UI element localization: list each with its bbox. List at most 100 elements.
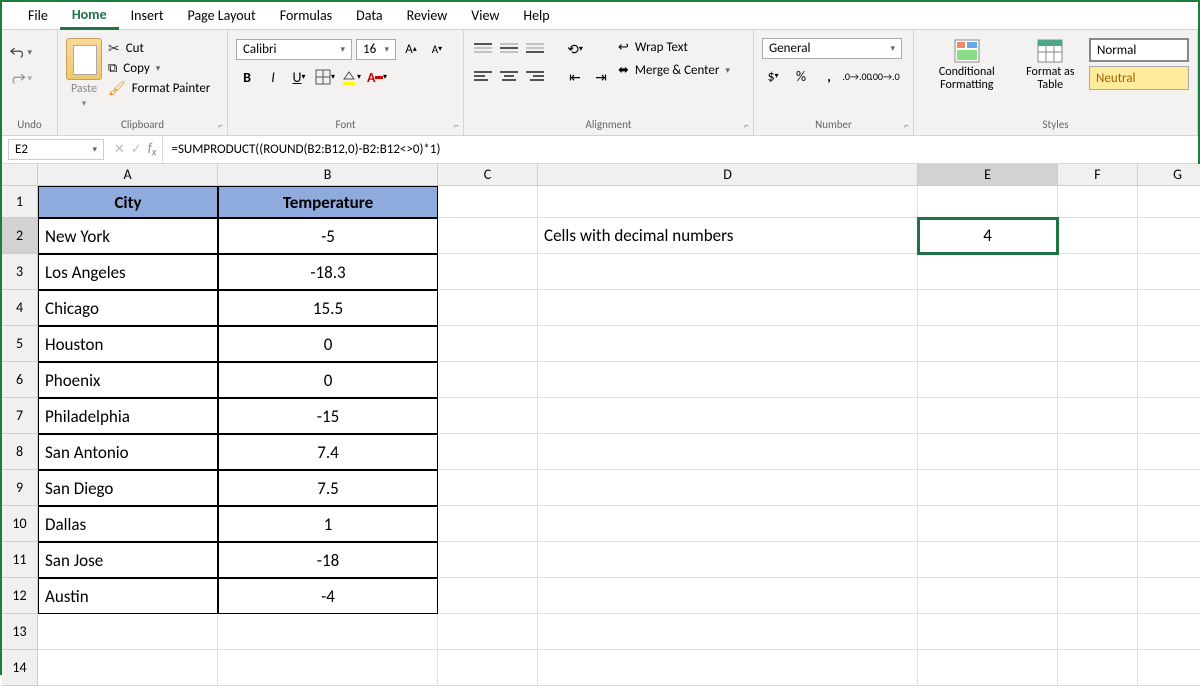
cell-A1[interactable]: City bbox=[38, 186, 218, 218]
borders-button[interactable]: ▾ bbox=[314, 66, 336, 88]
cell-E11[interactable] bbox=[918, 542, 1058, 578]
cell-F5[interactable] bbox=[1058, 326, 1138, 362]
cell-G10[interactable] bbox=[1138, 506, 1200, 542]
cell-D3[interactable] bbox=[538, 254, 918, 290]
menu-page-layout[interactable]: Page Layout bbox=[176, 3, 268, 28]
cell-C5[interactable] bbox=[438, 326, 538, 362]
cell-A9[interactable]: San Diego bbox=[38, 470, 218, 506]
cell-B3[interactable]: -18.3 bbox=[218, 254, 438, 290]
cell-E7[interactable] bbox=[918, 398, 1058, 434]
cell-D6[interactable] bbox=[538, 362, 918, 398]
merge-center-button[interactable]: ⬌Merge & Center▾ bbox=[618, 63, 730, 78]
cell-A4[interactable]: Chicago bbox=[38, 290, 218, 326]
cell-A7[interactable]: Philadelphia bbox=[38, 398, 218, 434]
cell-B2[interactable]: -5 bbox=[218, 218, 438, 254]
cell-A5[interactable]: Houston bbox=[38, 326, 218, 362]
cell-G3[interactable] bbox=[1138, 254, 1200, 290]
row-header-3[interactable]: 3 bbox=[2, 254, 38, 290]
format-as-table-button[interactable]: Format as Table bbox=[1020, 38, 1081, 92]
cell-B12[interactable]: -4 bbox=[218, 578, 438, 614]
menu-review[interactable]: Review bbox=[395, 3, 460, 28]
cell-F2[interactable] bbox=[1058, 218, 1138, 254]
cell-D1[interactable] bbox=[538, 186, 918, 218]
cell-A3[interactable]: Los Angeles bbox=[38, 254, 218, 290]
align-bottom-button[interactable] bbox=[524, 38, 546, 58]
cell-F1[interactable] bbox=[1058, 186, 1138, 218]
increase-font-icon[interactable]: A▴ bbox=[400, 38, 422, 60]
row-header-12[interactable]: 12 bbox=[2, 578, 38, 614]
currency-button[interactable]: $▾ bbox=[762, 65, 784, 87]
cancel-formula-icon[interactable]: ✕ bbox=[114, 142, 125, 157]
formula-input[interactable]: =SUMPRODUCT((ROUND(B2:B12,0)-B2:B12<>0)*… bbox=[163, 140, 1198, 159]
cell-D2[interactable]: Cells with decimal numbers bbox=[538, 218, 918, 254]
cell-D11[interactable] bbox=[538, 542, 918, 578]
cell-E8[interactable] bbox=[918, 434, 1058, 470]
cell-E12[interactable] bbox=[918, 578, 1058, 614]
redo-button[interactable]: ▾ bbox=[10, 68, 32, 88]
font-color-button[interactable]: A▾ bbox=[366, 66, 388, 88]
clipboard-dialog-launcher[interactable]: ⌐ bbox=[218, 119, 223, 132]
cell-C2[interactable] bbox=[438, 218, 538, 254]
row-header-7[interactable]: 7 bbox=[2, 398, 38, 434]
decrease-font-icon[interactable]: A▾ bbox=[426, 38, 448, 60]
cell-style-neutral[interactable]: Neutral bbox=[1089, 66, 1189, 90]
cell-G9[interactable] bbox=[1138, 470, 1200, 506]
copy-button[interactable]: ⧉Copy▾ bbox=[108, 61, 210, 76]
cell-C8[interactable] bbox=[438, 434, 538, 470]
align-top-button[interactable] bbox=[472, 38, 494, 58]
number-format-combo[interactable]: General▾ bbox=[762, 38, 902, 59]
cell-E1[interactable] bbox=[918, 186, 1058, 218]
number-dialog-launcher[interactable]: ⌐ bbox=[904, 119, 909, 132]
cell-B4[interactable]: 15.5 bbox=[218, 290, 438, 326]
font-dialog-launcher[interactable]: ⌐ bbox=[454, 119, 459, 132]
cell-F8[interactable] bbox=[1058, 434, 1138, 470]
cell-B8[interactable]: 7.4 bbox=[218, 434, 438, 470]
col-header-C[interactable]: C bbox=[438, 164, 538, 186]
cell-F3[interactable] bbox=[1058, 254, 1138, 290]
cell-C4[interactable] bbox=[438, 290, 538, 326]
menu-insert[interactable]: Insert bbox=[119, 3, 176, 28]
row-header-11[interactable]: 11 bbox=[2, 542, 38, 578]
cell-E9[interactable] bbox=[918, 470, 1058, 506]
cell-B9[interactable]: 7.5 bbox=[218, 470, 438, 506]
menu-data[interactable]: Data bbox=[344, 3, 394, 28]
cut-button[interactable]: ✂Cut bbox=[108, 40, 210, 57]
cell-G4[interactable] bbox=[1138, 290, 1200, 326]
cell-F4[interactable] bbox=[1058, 290, 1138, 326]
cell-G12[interactable] bbox=[1138, 578, 1200, 614]
col-header-G[interactable]: G bbox=[1138, 164, 1200, 186]
cell-E2[interactable]: 4 bbox=[918, 218, 1058, 254]
col-header-E[interactable]: E bbox=[918, 164, 1058, 186]
cell-G8[interactable] bbox=[1138, 434, 1200, 470]
format-painter-button[interactable]: 🖌Format Painter bbox=[108, 80, 210, 97]
cell-F9[interactable] bbox=[1058, 470, 1138, 506]
cell-F13[interactable] bbox=[1058, 614, 1138, 650]
cell-C3[interactable] bbox=[438, 254, 538, 290]
cell-E3[interactable] bbox=[918, 254, 1058, 290]
cell-A10[interactable]: Dallas bbox=[38, 506, 218, 542]
enter-formula-icon[interactable]: ✓ bbox=[131, 142, 142, 157]
menu-file[interactable]: File bbox=[16, 3, 60, 28]
select-all-corner[interactable] bbox=[2, 164, 38, 186]
row-header-5[interactable]: 5 bbox=[2, 326, 38, 362]
cell-D13[interactable] bbox=[538, 614, 918, 650]
cell-G11[interactable] bbox=[1138, 542, 1200, 578]
cell-D10[interactable] bbox=[538, 506, 918, 542]
row-header-10[interactable]: 10 bbox=[2, 506, 38, 542]
col-header-D[interactable]: D bbox=[538, 164, 918, 186]
cell-D8[interactable] bbox=[538, 434, 918, 470]
cell-F14[interactable] bbox=[1058, 650, 1138, 686]
cell-style-normal[interactable]: Normal bbox=[1089, 38, 1189, 62]
cell-B6[interactable]: 0 bbox=[218, 362, 438, 398]
cell-D5[interactable] bbox=[538, 326, 918, 362]
col-header-F[interactable]: F bbox=[1058, 164, 1138, 186]
cell-F12[interactable] bbox=[1058, 578, 1138, 614]
row-header-6[interactable]: 6 bbox=[2, 362, 38, 398]
cell-F10[interactable] bbox=[1058, 506, 1138, 542]
row-header-14[interactable]: 14 bbox=[2, 650, 38, 686]
cell-G1[interactable] bbox=[1138, 186, 1200, 218]
cell-C9[interactable] bbox=[438, 470, 538, 506]
cell-G13[interactable] bbox=[1138, 614, 1200, 650]
cell-E5[interactable] bbox=[918, 326, 1058, 362]
align-middle-button[interactable] bbox=[498, 38, 520, 58]
